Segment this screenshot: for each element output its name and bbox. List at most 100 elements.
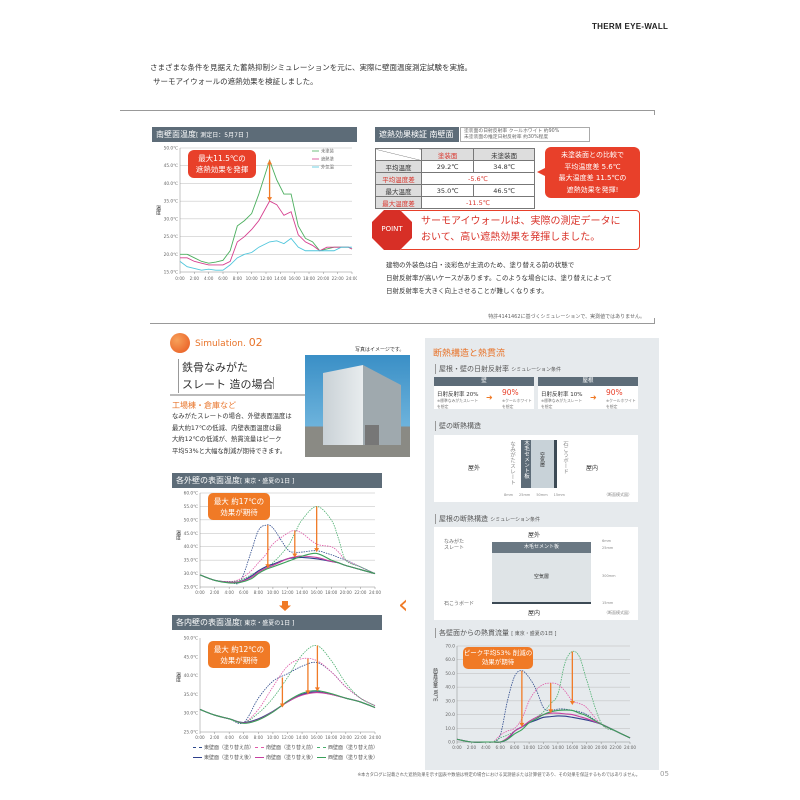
x-tick-label: 22:00 xyxy=(332,276,344,281)
y-tick-label: 35.0℃ xyxy=(184,692,199,698)
x-tick-label: 8:00 xyxy=(510,745,520,750)
x-tick-label: 0:00 xyxy=(175,276,185,281)
point-line: サーモアイウォールは、実際の測定データに xyxy=(421,216,621,227)
y-tick-label: 60.0 xyxy=(445,657,455,663)
note-line: ※クールホワイト xyxy=(502,398,532,403)
arrow-head xyxy=(279,703,285,708)
wall-dimensions: 8mm 25mm 50mm 15mm xyxy=(504,493,565,497)
building-front xyxy=(323,365,363,445)
series-line-3 xyxy=(456,715,631,743)
x-tick-label: 10:00 xyxy=(267,735,279,740)
x-tick-label: 8:00 xyxy=(233,276,243,281)
air-layer: 空気層 xyxy=(531,440,554,488)
note-line: 塗装面の日射反射率 クールホワイト 約90% xyxy=(464,129,560,134)
series-line-1 xyxy=(199,530,376,583)
legend-label: 東壁面（塗り替え後） xyxy=(204,755,255,761)
y-tick-label: 0.0 xyxy=(448,740,455,746)
y-tick-label: 15.0℃ xyxy=(164,270,179,276)
legend-label: 西壁面（塗り替え後） xyxy=(328,755,379,761)
verification-header: 遮熱効果検証 南壁面 xyxy=(375,127,459,142)
x-tick-label: 12:00 xyxy=(281,735,293,740)
to-note: ※クールホワイト を想定 xyxy=(502,398,532,410)
arrow-head xyxy=(267,197,273,202)
callout-line: 効果が期待 xyxy=(220,508,258,517)
row-label: 最大温度 xyxy=(375,184,422,197)
section-cond: シミュレーション条件 xyxy=(511,367,562,373)
dim: 6mm xyxy=(602,539,612,543)
verification-note: 塗装面の日射反射率 クールホワイト 約90% 未塗装面の推定日射反射率 約30%程… xyxy=(460,127,590,142)
x-tick-label: 0:00 xyxy=(195,590,205,595)
x-tick-label: 0:00 xyxy=(195,735,205,740)
x-tick-label: 2:00 xyxy=(210,735,220,740)
y-tick-label: 25.0℃ xyxy=(184,585,199,591)
x-tick-label: 6:00 xyxy=(239,590,249,595)
section-title: 各壁面からの熱貫流量 xyxy=(439,629,509,637)
arrow-head xyxy=(265,564,271,569)
chart-subtitle: [ 東京・盛夏の1日 ] xyxy=(240,620,295,627)
label-line: スレート xyxy=(444,545,465,551)
sim-label: Simulation. xyxy=(195,339,246,349)
wall-section-title: 壁の断熱構造 xyxy=(435,421,481,431)
row-label: 最大温度差 xyxy=(375,196,422,209)
x-tick-label: 10:00 xyxy=(523,745,535,750)
building-photo xyxy=(305,355,410,457)
note-line: を想定 xyxy=(437,404,449,409)
legend-label: 南壁面（塗り替え後） xyxy=(266,755,317,761)
arrow-head xyxy=(314,687,320,692)
y-tick-label: 25.0℃ xyxy=(164,234,179,240)
arrow-head xyxy=(292,553,298,558)
series-line-0 xyxy=(180,159,353,264)
section-cond: シミュレーション条件 xyxy=(490,517,541,523)
series-line-5 xyxy=(199,552,376,584)
arrow-right-icon: ➜ xyxy=(590,393,597,402)
y-tick-label: 20.0℃ xyxy=(164,252,179,258)
chevron-left-icon: ‹ xyxy=(398,590,409,620)
diagram-note: （断面模式図） xyxy=(604,492,632,497)
body-line: 日射反射率が高いケースがあります。このような場合には、塗り替えによって xyxy=(386,274,613,282)
para-line: 大約12℃の低減が、熱貫流量はピーク xyxy=(172,436,282,443)
divider xyxy=(654,318,655,324)
dim: 50mm xyxy=(536,493,548,497)
note-line: を想定 xyxy=(606,404,618,409)
legend-item: 西壁面（塗り替え後） xyxy=(317,754,379,761)
series-line-0 xyxy=(199,524,376,585)
legend-label: 東壁面（塗り替え前） xyxy=(204,745,255,751)
chart-subtitle: [ 測定日：5月7日 ] xyxy=(196,132,249,139)
flux-chart-callout: ピーク平均53% 削減の 効果が期待 xyxy=(463,647,533,669)
inner-chart-callout: 最大 約12℃の 効果が期待 xyxy=(208,641,270,668)
callout-line: ピーク平均53% 削減の xyxy=(463,649,533,657)
legend-label: 西壁面（塗り替え前） xyxy=(328,745,379,751)
y-tick-label: 45.0℃ xyxy=(184,531,199,537)
point-line: おいて、高い遮熱効果を発揮しました。 xyxy=(421,232,601,243)
series-line-2 xyxy=(179,237,352,271)
y-tick-label: 30.0℃ xyxy=(164,216,179,222)
to-note: ※クールホワイト を想定 xyxy=(606,398,636,410)
callout-line: 最大 約17℃の xyxy=(213,497,265,506)
x-tick-label: 6:00 xyxy=(239,735,249,740)
y-tick-label: 40.0℃ xyxy=(184,673,199,679)
para-line: 最大約17℃の低減、内壁表面温度は最 xyxy=(172,424,282,432)
simulation-label: Simulation. 02 xyxy=(195,336,263,349)
x-tick-label: 24:00 xyxy=(624,745,636,750)
para-line: 平均53%と大幅な削減が期待できます。 xyxy=(172,447,287,455)
cement-board-layer: 木毛セメント板 xyxy=(521,440,531,488)
intro-line: サーモアイウォールの遮熱効果を検証しました。 xyxy=(153,77,318,86)
intro-text: さまざまな条件を見据えた蓄熱抑制シミュレーションを元に、実際に壁面温度測定試験を… xyxy=(150,61,472,89)
callout-line: 未塗装面との比較で xyxy=(561,151,624,159)
x-tick-label: 12:00 xyxy=(281,590,293,595)
x-tick-label: 20:00 xyxy=(317,276,329,281)
arrow-head xyxy=(267,160,273,165)
y-tick-label: 35.0℃ xyxy=(184,558,199,564)
cell: 34.8℃ xyxy=(473,160,535,173)
y-tick-label: 40.0℃ xyxy=(164,181,179,187)
inside-label: 屋内 xyxy=(586,465,599,472)
outside-label: 屋外 xyxy=(468,465,481,472)
series-line-2 xyxy=(199,506,376,583)
arrow-head xyxy=(519,722,525,727)
dim: 8mm xyxy=(504,493,514,497)
x-tick-label: 18:00 xyxy=(581,745,593,750)
note-line: を想定 xyxy=(541,404,553,409)
x-tick-label: 14:00 xyxy=(296,735,308,740)
callout-line: 最大 約12℃の xyxy=(213,645,265,654)
series-line-1 xyxy=(456,682,631,743)
